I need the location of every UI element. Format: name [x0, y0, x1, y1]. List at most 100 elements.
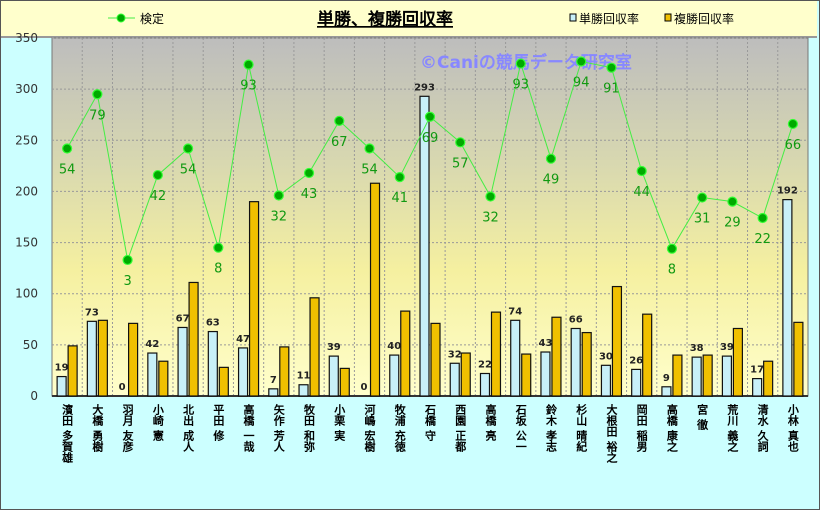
bar-win-label: 7 [270, 375, 277, 386]
bar-place [128, 322, 139, 397]
bar-win-label: 192 [777, 186, 798, 197]
bar-place [702, 354, 713, 397]
x-tick-label: 小林 真也 [786, 403, 800, 452]
bar-win [449, 362, 460, 397]
line-point-label: 32 [482, 211, 499, 226]
chart-header [1, 1, 817, 38]
bar-win-label: 26 [629, 355, 643, 366]
bar-win [207, 330, 218, 397]
line-point-label: 49 [543, 173, 560, 188]
line-point [485, 191, 496, 202]
line-point [213, 242, 224, 253]
bar-win-label: 0 [361, 382, 368, 393]
bar-win-label: 73 [85, 307, 99, 318]
x-tick-label: 岡田 稲男 [635, 404, 648, 453]
line-point-label: 43 [301, 187, 318, 202]
legend-place-swatch [664, 13, 672, 22]
bar-place [158, 360, 169, 397]
x-tick-label: 高橋 亮 [484, 403, 497, 442]
line-point [697, 192, 708, 203]
legend-place-label: 複勝回収率 [674, 11, 734, 26]
y-tick-label: 50 [23, 338, 38, 352]
bar-win-label: 38 [690, 343, 704, 354]
x-tick-label: 高橋 康之 [665, 403, 678, 453]
bar-win-label: 293 [414, 82, 435, 93]
line-point [606, 62, 617, 73]
x-tick-label: 牧浦 充徳 [393, 403, 407, 453]
x-tick-label: 小栗 実 [333, 403, 347, 442]
line-point [545, 153, 557, 164]
bar-win [661, 386, 672, 397]
bar-win [721, 355, 733, 397]
x-tick-label: 河嶋 宏樹 [363, 403, 376, 453]
line-point [182, 143, 194, 154]
x-tick-label: 矢作 芳人 [272, 403, 285, 452]
bar-place [97, 319, 108, 397]
bar-win-label: 67 [176, 313, 190, 324]
y-tick-label: 200 [15, 184, 38, 198]
x-tick-label: 濱田 多賀雄 [61, 403, 75, 464]
bar-win-label: 74 [508, 306, 522, 317]
bar-place [763, 360, 774, 397]
line-point [455, 137, 466, 148]
bar-win-label: 11 [297, 371, 311, 382]
line-point-label: 91 [603, 82, 620, 97]
bar-win [268, 388, 279, 397]
bar-place [611, 285, 623, 397]
line-point [92, 89, 103, 100]
line-point [666, 243, 678, 254]
legend-point-marker [116, 13, 126, 23]
line-point-label: 69 [422, 131, 439, 146]
bar-win [56, 375, 67, 397]
line-point [152, 169, 163, 181]
x-tick-label: 小崎 憲 [151, 403, 165, 441]
line-point-label: 57 [452, 156, 469, 171]
line-point [122, 254, 133, 266]
y-tick-label: 150 [15, 236, 38, 250]
y-tick-label: 100 [15, 287, 38, 301]
bar-win [691, 356, 702, 397]
bar-place [551, 316, 562, 397]
bar-place [188, 281, 199, 397]
line-point-label: 22 [754, 232, 771, 247]
bar-place [218, 366, 229, 397]
bar-win-label: 22 [478, 359, 492, 370]
line-point-label: 32 [271, 210, 288, 225]
line-point-label: 66 [785, 138, 802, 153]
line-point [515, 58, 526, 69]
line-point [273, 190, 284, 201]
bar-win-label: 43 [538, 338, 552, 349]
bar-place [248, 201, 260, 397]
x-tick-label: 西園 正都 [454, 404, 468, 453]
bar-win [389, 354, 400, 397]
x-tick-label: 石坂 公一 [514, 404, 528, 452]
bar-place [430, 322, 441, 397]
bar-win-label: 47 [236, 334, 250, 345]
line-point-label: 41 [391, 191, 408, 206]
bar-win-label: 39 [327, 342, 341, 353]
bar-win [479, 372, 491, 397]
line-point [727, 196, 738, 207]
bar-win-label: 0 [119, 382, 126, 393]
bar-place [339, 367, 350, 397]
line-point [424, 111, 436, 122]
line-point [636, 165, 647, 177]
line-point [364, 143, 375, 154]
legend-win-label: 単勝回収率 [579, 11, 639, 26]
x-tick-label: 杉山 晴紀 [575, 403, 588, 453]
x-tick-label: 荒川 義之 [726, 403, 740, 453]
line-point [394, 172, 405, 183]
bar-win [147, 352, 158, 397]
line-point-label: 79 [89, 108, 106, 123]
line-point-label: 54 [361, 162, 378, 177]
y-tick-label: 350 [15, 31, 38, 45]
line-point-label: 44 [633, 185, 650, 200]
x-tick-label: 高橋 一哉 [242, 403, 255, 453]
bar-win [419, 95, 430, 397]
bar-win [540, 351, 551, 397]
bar-win [510, 319, 521, 397]
bar-win-label: 19 [55, 363, 69, 374]
line-point-label: 93 [240, 79, 257, 94]
line-point-label: 8 [214, 262, 222, 277]
